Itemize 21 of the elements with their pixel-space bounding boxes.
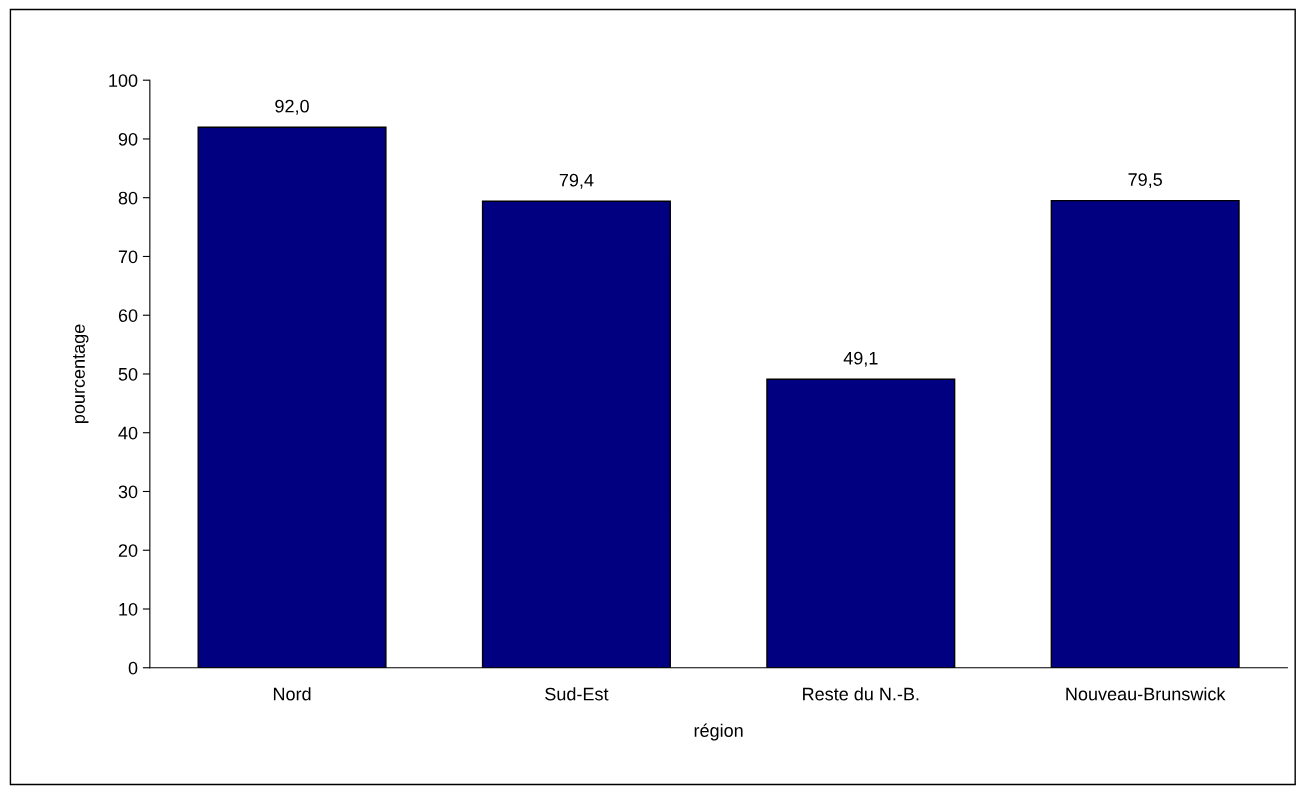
- y-tick-label: 30: [118, 485, 138, 499]
- x-tick-label: Nord: [273, 687, 311, 701]
- y-tick-label: 50: [118, 367, 138, 381]
- data-label: 79,5: [1128, 173, 1162, 189]
- y-tick-label: 70: [118, 250, 138, 264]
- y-tick-label: 60: [118, 309, 138, 322]
- x-axis-title: région: [694, 723, 743, 741]
- y-tick-label: 10: [119, 602, 138, 616]
- y-tick-label: 90: [118, 132, 138, 146]
- x-tick-label: Reste du N.-B.: [803, 687, 919, 701]
- y-tick-label: 40: [118, 426, 138, 440]
- y-tick-label: 20: [118, 544, 138, 557]
- y-tick-label: 80: [118, 191, 138, 205]
- x-tick-label: Sud-Est: [545, 687, 609, 701]
- x-tick-label: Nouveau-Brunswick: [1066, 687, 1226, 701]
- y-axis-title: pourcentage: [73, 324, 89, 423]
- data-label: 49,1: [843, 351, 878, 367]
- y-tick-label: 100: [109, 74, 138, 87]
- y-tick-label: 0: [128, 661, 138, 675]
- data-label: 79,4: [559, 173, 594, 189]
- data-label: 92,0: [275, 99, 309, 115]
